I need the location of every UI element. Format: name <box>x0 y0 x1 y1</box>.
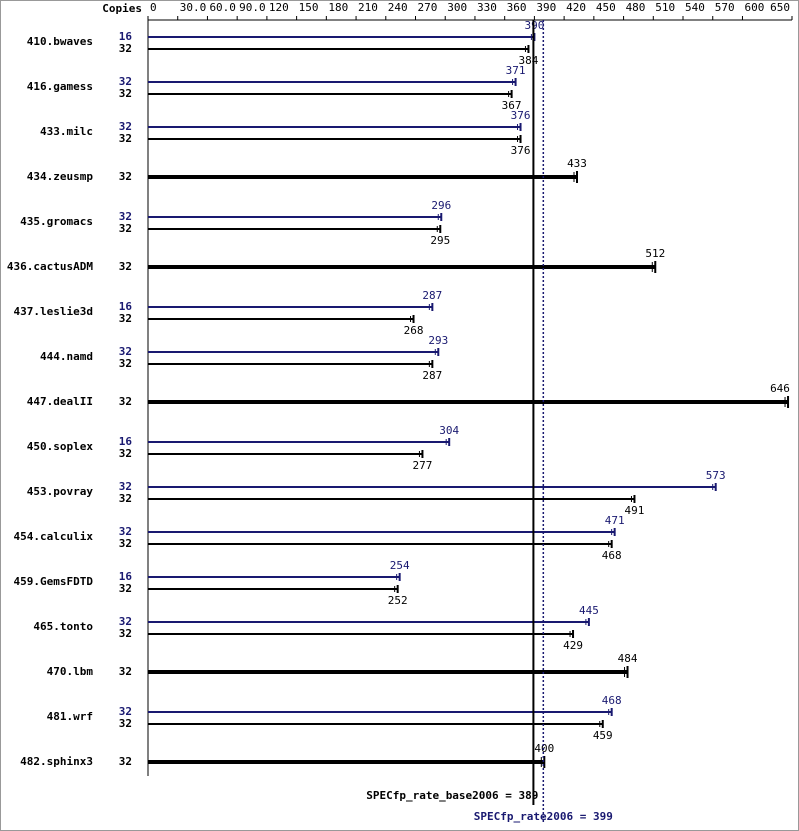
value-label: 295 <box>430 234 450 247</box>
x-tick-label: 360 <box>507 1 527 14</box>
benchmark-name: 454.calculix <box>14 530 94 543</box>
copies-label: 32 <box>119 447 132 460</box>
value-label: 573 <box>706 469 726 482</box>
value-label: 484 <box>618 652 638 665</box>
copies-label: 32 <box>119 312 132 325</box>
x-tick-label: 330 <box>477 1 497 14</box>
value-label: 471 <box>605 514 625 527</box>
copies-label: 32 <box>119 395 132 408</box>
benchmark-name: 482.sphinx3 <box>20 755 93 768</box>
x-tick-label: 510 <box>655 1 675 14</box>
value-label: 429 <box>563 639 583 652</box>
benchmark-name: 410.bwaves <box>27 35 93 48</box>
benchmark-name: 416.gamess <box>27 80 93 93</box>
value-label: 268 <box>404 324 424 337</box>
benchmark-name: 459.GemsFDTD <box>14 575 94 588</box>
value-label: 304 <box>439 424 459 437</box>
value-label: 646 <box>770 382 790 395</box>
value-label: 287 <box>422 369 442 382</box>
copies-label: 32 <box>119 525 132 538</box>
copies-label: 32 <box>119 755 132 768</box>
reference-label: SPECfp_rate_base2006 = 389 <box>366 789 538 802</box>
x-tick-label: 390 <box>536 1 556 14</box>
copies-label: 32 <box>119 87 132 100</box>
copies-label: 32 <box>119 132 132 145</box>
copies-label: 32 <box>119 492 132 505</box>
copies-label: 16 <box>119 570 133 583</box>
x-tick-label: 300 <box>447 1 467 14</box>
value-label: 376 <box>511 109 531 122</box>
benchmark-name: 453.povray <box>27 485 94 498</box>
x-tick-label: 650 <box>770 1 790 14</box>
x-tick-label: 540 <box>685 1 705 14</box>
copies-label: 16 <box>119 435 133 448</box>
copies-label: 16 <box>119 300 133 313</box>
benchmark-name: 433.milc <box>40 125 93 138</box>
benchmark-name: 435.gromacs <box>20 215 93 228</box>
copies-label: 32 <box>119 705 132 718</box>
copies-label: 32 <box>119 75 132 88</box>
x-tick-label: 570 <box>715 1 735 14</box>
benchmark-name: 447.dealII <box>27 395 93 408</box>
value-label: 491 <box>625 504 645 517</box>
value-label: 252 <box>388 594 408 607</box>
copies-label: 32 <box>119 345 132 358</box>
copies-header: Copies <box>102 2 142 15</box>
x-tick-label: 30.0 <box>180 1 207 14</box>
benchmark-name: 444.namd <box>40 350 93 363</box>
x-tick-label: 240 <box>388 1 408 14</box>
copies-label: 32 <box>119 357 132 370</box>
benchmark-name: 437.leslie3d <box>14 305 93 318</box>
x-tick-label: 0 <box>150 1 157 14</box>
copies-label: 32 <box>119 615 132 628</box>
value-label: 293 <box>428 334 448 347</box>
value-label: 400 <box>534 742 554 755</box>
copies-label: 32 <box>119 627 132 640</box>
value-label: 367 <box>502 99 522 112</box>
x-tick-label: 600 <box>744 1 764 14</box>
copies-label: 16 <box>119 30 133 43</box>
copies-label: 32 <box>119 582 132 595</box>
copies-label: 32 <box>119 665 132 678</box>
value-label: 512 <box>645 247 665 260</box>
value-label: 371 <box>506 64 526 77</box>
copies-label: 32 <box>119 210 132 223</box>
copies-label: 32 <box>119 222 132 235</box>
value-label: 468 <box>602 549 622 562</box>
x-tick-label: 150 <box>299 1 319 14</box>
value-label: 445 <box>579 604 599 617</box>
value-label: 254 <box>390 559 410 572</box>
benchmark-name: 436.cactusADM <box>7 260 93 273</box>
reference-label: SPECfp_rate2006 = 399 <box>474 810 613 823</box>
benchmark-name: 465.tonto <box>33 620 93 633</box>
x-tick-label: 480 <box>626 1 646 14</box>
x-tick-label: 90.0 <box>239 1 266 14</box>
copies-label: 32 <box>119 120 132 133</box>
x-tick-label: 270 <box>418 1 438 14</box>
copies-label: 32 <box>119 480 132 493</box>
copies-label: 32 <box>119 170 132 183</box>
value-label: 277 <box>413 459 433 472</box>
copies-label: 32 <box>119 260 132 273</box>
benchmark-name: 450.soplex <box>27 440 94 453</box>
copies-label: 32 <box>119 537 132 550</box>
value-label: 468 <box>602 694 622 707</box>
x-tick-label: 120 <box>269 1 289 14</box>
x-tick-label: 60.0 <box>209 1 236 14</box>
value-label: 433 <box>567 157 587 170</box>
x-tick-label: 450 <box>596 1 616 14</box>
benchmark-name: 481.wrf <box>47 710 93 723</box>
copies-label: 32 <box>119 42 132 55</box>
benchmark-name: 470.lbm <box>47 665 94 678</box>
x-tick-label: 180 <box>328 1 348 14</box>
copies-label: 32 <box>119 717 132 730</box>
x-tick-label: 210 <box>358 1 378 14</box>
value-label: 287 <box>422 289 442 302</box>
benchmark-name: 434.zeusmp <box>27 170 94 183</box>
value-label: 376 <box>511 144 531 157</box>
value-label: 296 <box>431 199 451 212</box>
value-label: 459 <box>593 729 613 742</box>
x-tick-label: 420 <box>566 1 586 14</box>
